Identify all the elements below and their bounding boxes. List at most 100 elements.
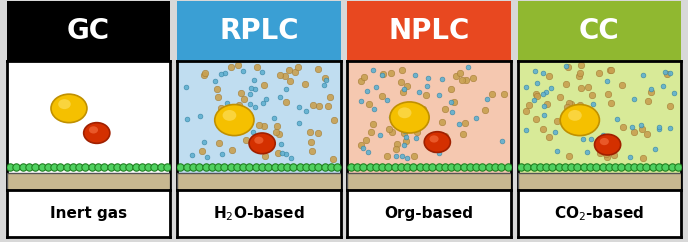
Point <box>591 165 602 169</box>
Point <box>286 156 297 160</box>
Text: Inert gas: Inert gas <box>50 206 127 221</box>
Point <box>541 165 552 169</box>
Point <box>194 165 205 169</box>
Point <box>175 165 186 169</box>
Point <box>324 95 335 99</box>
Point <box>669 91 680 95</box>
Point <box>276 151 287 155</box>
Point <box>402 84 413 88</box>
Point <box>439 107 450 111</box>
Point <box>398 131 409 135</box>
Point <box>389 165 400 169</box>
Point <box>445 87 456 91</box>
Point <box>259 83 270 87</box>
Point <box>149 165 160 169</box>
Point <box>250 105 261 109</box>
Circle shape <box>429 135 439 143</box>
Point <box>535 165 546 169</box>
Point <box>244 102 255 106</box>
Point <box>366 130 377 134</box>
Point <box>67 165 78 169</box>
Point <box>319 165 330 169</box>
Point <box>645 90 656 94</box>
Point <box>660 70 671 74</box>
Point <box>248 78 259 82</box>
Point <box>325 165 336 169</box>
Point <box>382 98 393 102</box>
Point <box>400 129 411 133</box>
Point <box>367 68 378 72</box>
Point <box>187 153 198 157</box>
Point <box>92 165 103 169</box>
Point <box>197 149 208 152</box>
Point <box>521 128 532 132</box>
Point <box>400 139 411 143</box>
Point <box>363 102 374 106</box>
Point <box>427 165 438 169</box>
Point <box>386 130 397 134</box>
Point <box>105 165 116 169</box>
Point <box>391 147 402 151</box>
Point <box>598 133 609 137</box>
Point <box>553 165 564 169</box>
Point <box>403 104 414 108</box>
Point <box>436 139 447 143</box>
Point <box>515 165 526 169</box>
Point <box>320 76 331 80</box>
Point <box>499 92 510 96</box>
Point <box>142 165 153 169</box>
Point <box>593 71 604 75</box>
Point <box>236 91 247 95</box>
Point <box>537 127 548 131</box>
Point <box>637 156 648 160</box>
Text: GC: GC <box>67 17 110 45</box>
Point <box>578 165 589 169</box>
Point <box>641 132 652 136</box>
Point <box>641 165 652 169</box>
Point <box>86 165 97 169</box>
Point <box>307 165 318 169</box>
Point <box>583 85 594 89</box>
Point <box>538 104 549 108</box>
Point <box>627 125 638 129</box>
Point <box>232 104 243 108</box>
Point <box>355 144 366 147</box>
Point <box>217 152 228 156</box>
Point <box>130 165 141 169</box>
Point <box>352 165 363 169</box>
Point <box>213 95 224 98</box>
Point <box>74 165 85 169</box>
Point <box>605 101 616 105</box>
Circle shape <box>568 110 582 121</box>
Point <box>576 86 587 90</box>
Point <box>654 165 665 169</box>
Point <box>200 165 211 169</box>
Point <box>253 123 264 127</box>
Point <box>528 165 539 169</box>
Point <box>531 81 542 85</box>
Point <box>308 103 319 107</box>
Point <box>239 97 250 101</box>
Point <box>471 165 482 169</box>
Point <box>602 79 613 83</box>
Circle shape <box>600 138 609 145</box>
Point <box>402 165 413 169</box>
Point <box>617 83 628 87</box>
Point <box>356 79 367 83</box>
Point <box>575 63 586 67</box>
Point <box>213 141 224 145</box>
Point <box>396 68 407 72</box>
Point <box>628 165 639 169</box>
Point <box>616 165 627 169</box>
Point <box>256 70 267 74</box>
Point <box>585 165 596 169</box>
Point <box>421 93 432 97</box>
Point <box>211 87 222 91</box>
Point <box>250 165 261 169</box>
Text: NPLC: NPLC <box>389 17 470 45</box>
Point <box>391 142 402 146</box>
Point <box>155 165 166 169</box>
Point <box>271 124 282 128</box>
Point <box>610 165 621 169</box>
Point <box>199 73 210 77</box>
